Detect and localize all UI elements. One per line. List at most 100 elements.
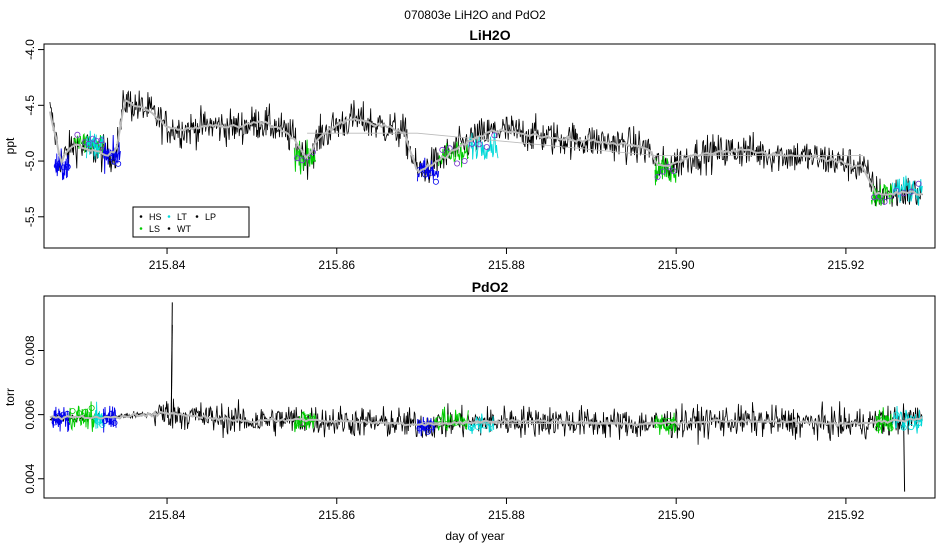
pdo2-ylabel: torr	[3, 388, 17, 406]
legend-marker-ls	[139, 227, 143, 230]
segment-blue-0	[54, 148, 70, 181]
legend-entry-lp: LP	[195, 212, 216, 222]
segment-marker	[424, 428, 431, 435]
x-tick-label: 215.84	[149, 508, 186, 522]
pdo2-x-axis: 215.84 215.86 215.88 215.90 215.92	[149, 498, 865, 522]
segment-ls-1	[69, 401, 96, 432]
segment-marker	[85, 140, 92, 147]
segment-marker	[900, 424, 907, 431]
segment-marker	[102, 417, 109, 424]
segment-marker	[94, 138, 101, 145]
segment-marker	[88, 404, 95, 411]
segment-lt-7	[467, 413, 495, 434]
y-tick-label: 0.004	[23, 463, 37, 493]
x-tick-label: 215.90	[658, 508, 695, 522]
y-tick-label: -5.0	[23, 150, 37, 171]
segment-marker	[82, 408, 89, 415]
segment-marker	[454, 160, 461, 167]
segment-marker	[299, 421, 306, 428]
smoothed-line	[48, 98, 923, 196]
segment-marker	[887, 425, 894, 432]
pdo2-plot-frame	[43, 295, 936, 499]
segment-marker	[69, 407, 76, 414]
segment-marker	[98, 137, 105, 144]
segment-marker	[915, 180, 922, 187]
segment-marker	[915, 420, 922, 427]
legend-label-lt: LT	[177, 212, 187, 222]
segment-ls-6	[438, 141, 469, 168]
x-tick-label: 215.88	[488, 258, 525, 272]
segment-marker	[491, 132, 498, 139]
pdo2-traces	[49, 302, 923, 492]
segment-lt-7	[467, 130, 499, 161]
figure-title: 070803e LiH2O and PdO2	[404, 8, 546, 22]
legend-label-wt: WT	[177, 224, 191, 234]
segment-ls-4	[293, 139, 316, 175]
segment-marker	[61, 164, 68, 171]
spike-2	[903, 419, 906, 492]
segment-marker	[76, 410, 83, 417]
lih2o-ylabel: ppt	[3, 137, 17, 154]
segment-marker	[439, 146, 446, 153]
segment-marker	[908, 424, 915, 431]
legend-entry-lt: LT	[167, 212, 187, 222]
y-tick-label: 0.006	[23, 399, 37, 429]
x-tick-label: 215.90	[658, 258, 695, 272]
segment-marker	[461, 157, 468, 164]
segment-marker	[51, 419, 58, 426]
segment-marker	[665, 163, 672, 170]
spike-1	[170, 324, 173, 414]
legend-box	[132, 206, 250, 238]
legend-label-ls: LS	[149, 224, 160, 234]
legend-entry-wt: WT	[167, 224, 191, 234]
x-tick-label: 215.86	[318, 258, 355, 272]
segment-marker	[893, 411, 900, 418]
segment-marker	[659, 168, 666, 175]
legend-marker-hs	[139, 215, 143, 218]
segment-marker	[476, 141, 483, 148]
lih2o-plot-frame	[43, 43, 936, 249]
x-tick-label: 215.92	[828, 258, 865, 272]
segment-marker	[416, 425, 423, 432]
segment-lt-2	[94, 401, 104, 429]
segment-marker	[293, 155, 300, 162]
lih2o-x-axis: 215.84 215.86 215.88 215.90 215.92	[149, 248, 865, 272]
segment-marker	[654, 173, 661, 180]
pdo2-title: PdO2	[472, 279, 509, 295]
lih2o-traces	[48, 90, 923, 207]
segment-marker	[468, 425, 475, 432]
segment-marker	[111, 419, 118, 426]
segment-marker	[427, 169, 434, 176]
segment-ls-6	[433, 406, 469, 432]
x-tick-label: 215.86	[318, 508, 355, 522]
segment-marker	[874, 425, 881, 432]
legend-marker-lp	[195, 215, 199, 218]
x-tick-label: 215.88	[488, 508, 525, 522]
segment-marker	[432, 178, 439, 185]
segment-marker	[299, 157, 306, 164]
segment-marker	[483, 143, 490, 150]
segment-marker	[422, 171, 429, 178]
segment-marker	[64, 163, 71, 170]
segment-marker	[53, 162, 60, 169]
segment-marker	[74, 131, 81, 138]
segment-marker	[474, 423, 481, 430]
legend-marker-lt	[167, 215, 171, 218]
lih2o-legend: HS LT LP LS WT	[132, 206, 250, 238]
baseline-line	[307, 132, 863, 156]
pdo2-panel: PdO2 215.84 215.86 215.88 215.90 215.92 0.00…	[3, 279, 936, 543]
pdo2-y-axis: 0.004 0.006 0.008	[23, 335, 44, 494]
legend-entry-ls: LS	[139, 224, 160, 234]
y-tick-label: -4.5	[23, 95, 37, 116]
segment-lt-2	[85, 130, 104, 160]
segment-marker	[115, 160, 122, 167]
segment-lt-10	[892, 175, 923, 206]
pdo2-xlabel: day of year	[445, 529, 504, 543]
x-tick-label: 215.84	[149, 258, 186, 272]
y-tick-label: 0.008	[23, 335, 37, 365]
segment-marker	[55, 413, 62, 420]
segment-marker	[670, 167, 677, 174]
x-tick-label: 215.92	[828, 508, 865, 522]
segment-ls-8	[654, 412, 677, 435]
